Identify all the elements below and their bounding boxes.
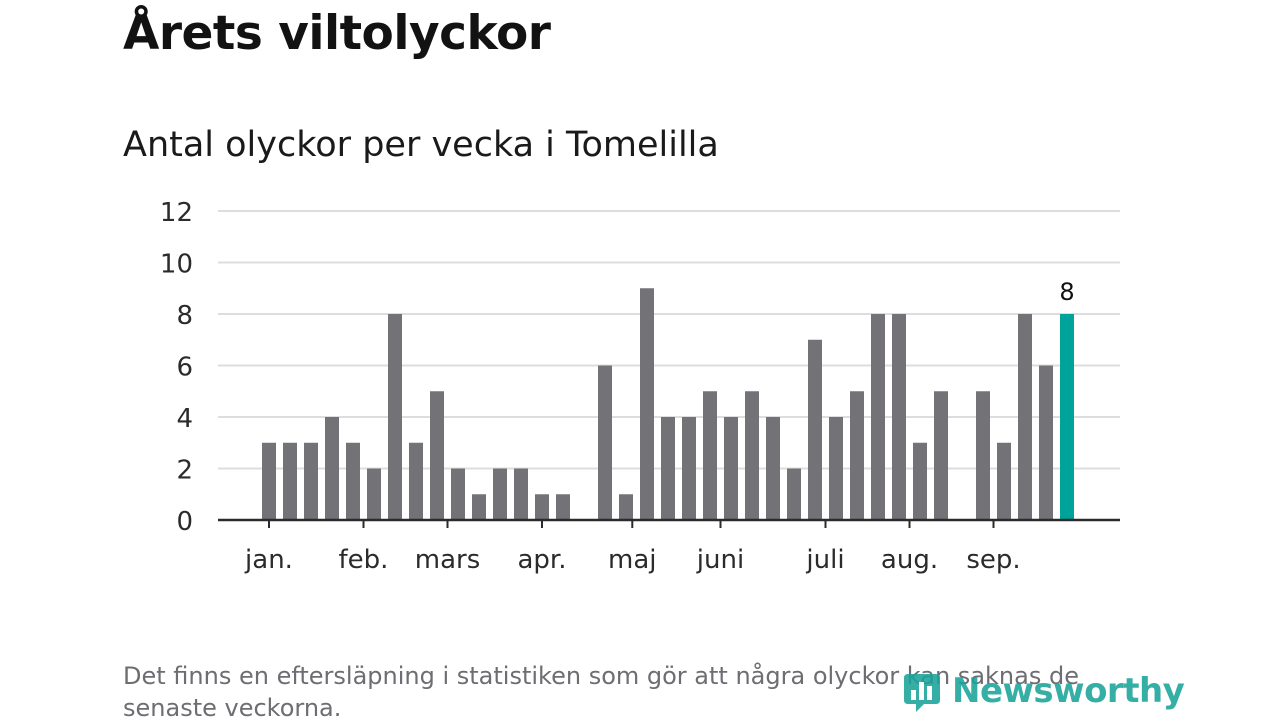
bar (682, 417, 696, 520)
y-tick-label: 4 (176, 404, 193, 434)
x-tick-label: aug. (881, 545, 938, 575)
bar (787, 468, 801, 520)
bar (346, 442, 360, 520)
bar (514, 468, 528, 520)
bar (913, 442, 927, 520)
bar (367, 468, 381, 520)
bars (262, 288, 1074, 520)
axes: 0 2 4 6 8 10 12 8 jan. feb. mars apr. maj juni juli aug… (160, 198, 1120, 575)
bar-chart: 0 2 4 6 8 10 12 8 jan. feb. mars apr. maj juni juli aug… (160, 198, 1120, 575)
bar-highlight (1060, 314, 1074, 520)
bar (535, 494, 549, 520)
x-tick-label: mars (415, 545, 481, 575)
bar (283, 442, 297, 520)
bar (661, 417, 675, 520)
bar (1039, 365, 1053, 520)
bar (388, 314, 402, 520)
bar (997, 442, 1011, 520)
x-tick-label: feb. (339, 545, 389, 575)
logo-text: Newsworthy (952, 671, 1185, 711)
y-tick-label: 0 (176, 507, 193, 537)
bar (808, 339, 822, 520)
bar (829, 417, 843, 520)
bar (850, 391, 864, 520)
bar (472, 494, 486, 520)
bar (304, 442, 318, 520)
bar (766, 417, 780, 520)
bar (640, 288, 654, 520)
bar (871, 314, 885, 520)
y-tick-label: 8 (176, 301, 193, 331)
newsworthy-logo: Newsworthy (902, 668, 1185, 714)
y-tick-label: 10 (160, 250, 193, 280)
bar-chart-speech-bubble-icon (904, 674, 940, 712)
x-tick-label: maj (608, 545, 656, 575)
x-tick-label: sep. (966, 545, 1020, 575)
bar (703, 391, 717, 520)
bar (892, 314, 906, 520)
y-tick-label: 2 (176, 456, 193, 486)
bar (598, 365, 612, 520)
bar (745, 391, 759, 520)
x-tick-label: jan. (244, 545, 293, 575)
chart-title: Årets viltolyckor (123, 6, 551, 61)
bar (451, 468, 465, 520)
bar (325, 417, 339, 520)
x-tick-label: apr. (517, 545, 566, 575)
bar (262, 442, 276, 520)
bar (724, 417, 738, 520)
bar (619, 494, 633, 520)
chart-subtitle: Antal olyckor per vecka i Tomelilla (123, 125, 719, 165)
highlight-data-label: 8 (1059, 278, 1074, 306)
bar (409, 442, 423, 520)
y-tick-label: 6 (176, 353, 193, 383)
y-tick-label: 12 (160, 198, 193, 228)
bar (430, 391, 444, 520)
x-tick-label: juni (696, 545, 744, 575)
bar (1018, 314, 1032, 520)
x-tick-label: juli (805, 545, 844, 575)
bar (493, 468, 507, 520)
bar (976, 391, 990, 520)
bar (934, 391, 948, 520)
bar (556, 494, 570, 520)
